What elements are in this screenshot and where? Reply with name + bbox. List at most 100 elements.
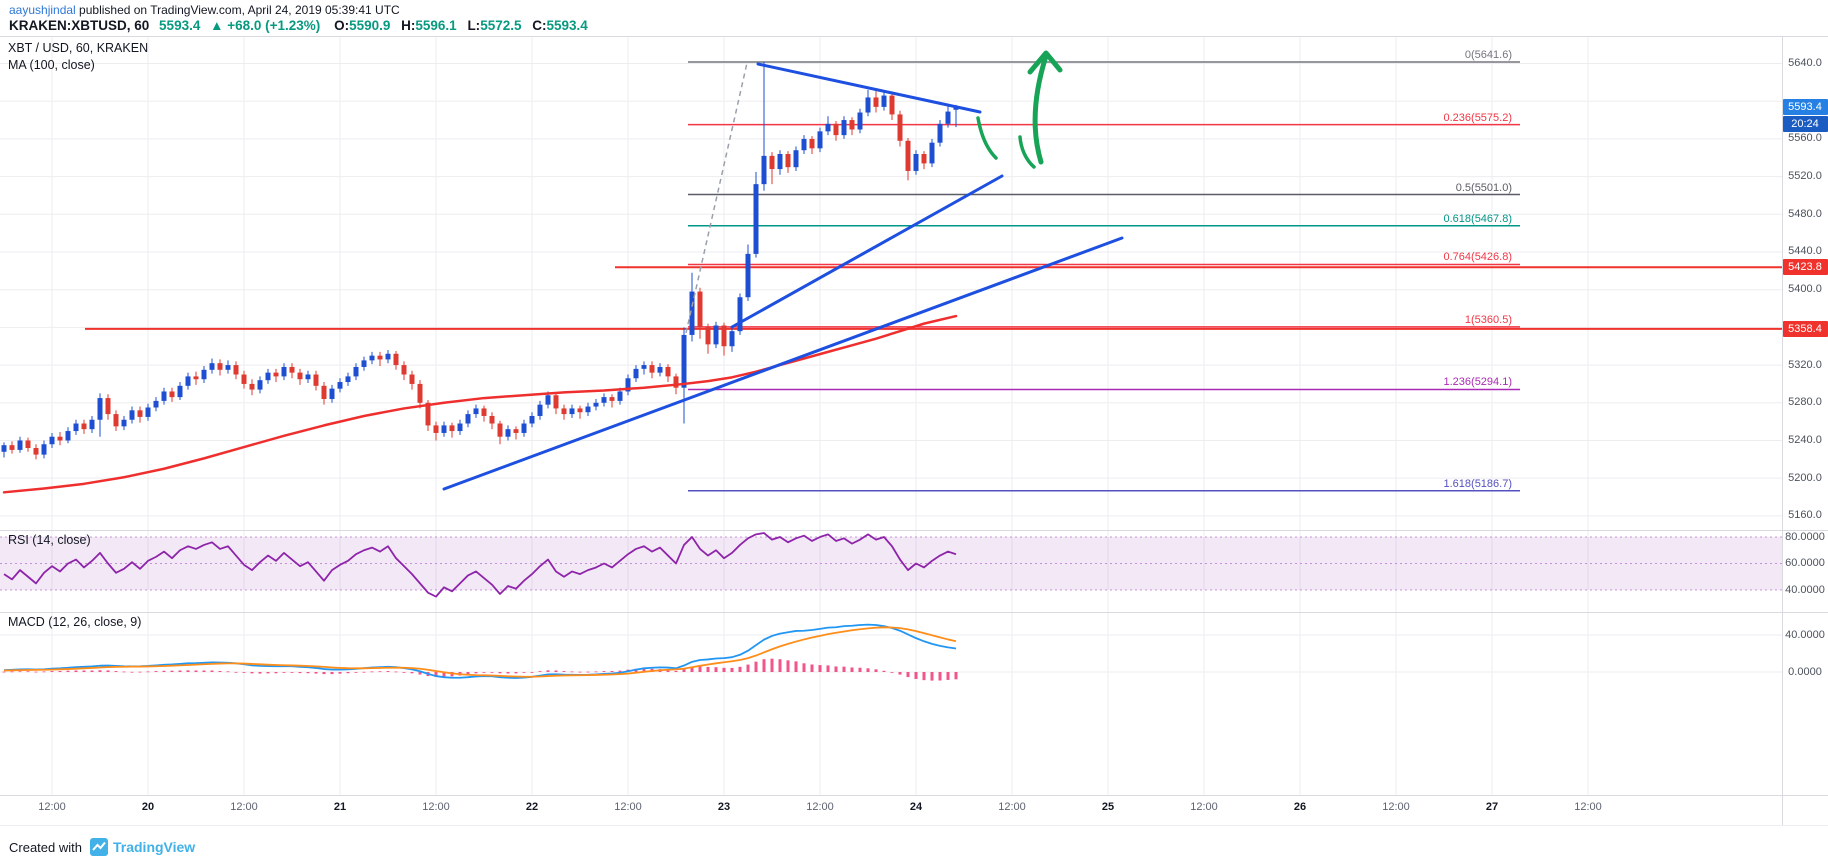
macd-hist-bar: [738, 666, 742, 672]
macd-hist-bar: [922, 672, 926, 681]
macd-hist-bar: [674, 670, 678, 672]
macd-hist-bar: [826, 665, 830, 672]
time-axis-label: 12:00: [38, 801, 66, 813]
macd-hist-bar: [170, 670, 174, 672]
close-value: 5593.4: [546, 18, 588, 33]
macd-hist-bar: [538, 671, 542, 672]
tradingview-brand-link[interactable]: TradingView: [89, 838, 195, 856]
time-axis-label: 12:00: [1574, 801, 1602, 813]
macd-hist-bar: [794, 661, 798, 672]
open-value: 5590.9: [349, 18, 391, 33]
macd-hist-bar: [202, 670, 206, 672]
macd-hist-bar: [802, 663, 806, 672]
macd-hist-bar: [618, 670, 622, 672]
rsi-pane-label: RSI (14, close): [8, 533, 91, 547]
macd-hist-bar: [314, 672, 318, 674]
open-label: O:: [334, 18, 350, 33]
macd-hist-bar: [474, 672, 478, 674]
macd-hist-bar: [138, 671, 142, 673]
alert-lines[interactable]: [85, 266, 1782, 330]
macd-hist-bar: [186, 670, 190, 672]
time-axis-label: 12:00: [422, 801, 450, 813]
macd-hist-bar: [10, 671, 14, 673]
trendlines[interactable]: [442, 62, 1124, 491]
macd-hist-bar: [90, 670, 94, 672]
time-axis-label: 12:00: [1382, 801, 1410, 813]
macd-hist-bar: [442, 672, 446, 677]
macd-hist-bar: [122, 671, 126, 673]
macd-hist-bar: [410, 672, 414, 674]
macd-hist-bar: [882, 670, 886, 672]
macd-hist-bar: [954, 672, 958, 680]
price-axis-label: 5400.0: [1788, 283, 1822, 296]
macd-hist-bar: [2, 671, 6, 673]
macd-hist-bar: [34, 671, 38, 673]
macd-hist-bar: [394, 671, 398, 673]
time-axis-label: 12:00: [806, 801, 834, 813]
fib-level-label: 0.236(5575.2): [1443, 111, 1513, 124]
macd-hist-bar: [66, 670, 70, 672]
macd-hist-bar: [322, 672, 326, 675]
rsi-line: [3, 532, 957, 598]
author-link[interactable]: aayushjindal: [9, 3, 76, 17]
fib-level-label: 0.618(5467.8): [1443, 212, 1513, 225]
close-label: C:: [532, 18, 547, 33]
macd-hist-bar: [930, 672, 934, 681]
last-price: 5593.4: [159, 18, 201, 33]
time-axis-label: 25: [1101, 801, 1115, 813]
header: aayushjindal published on TradingView.co…: [0, 0, 1828, 36]
fib-lines[interactable]: [688, 61, 1520, 492]
macd-hist-bar: [506, 672, 510, 674]
fib-level-label: 1(5360.5): [1464, 313, 1512, 326]
macd-hist-bar: [402, 672, 406, 673]
time-axis-label: 20: [141, 801, 155, 813]
time-axis[interactable]: [0, 795, 1782, 825]
macd-hist-bar: [554, 670, 558, 672]
low-label: L:: [467, 18, 481, 33]
macd-hist-bar: [522, 672, 526, 673]
fib-level-label: 0.764(5426.8): [1443, 251, 1513, 264]
macd-hist-bar: [194, 670, 198, 672]
macd-hist-bar: [50, 671, 54, 672]
macd-layer: [2, 623, 958, 681]
rsi-axis-label: 60.0000: [1785, 557, 1825, 569]
macd-hist-bar: [866, 668, 870, 672]
bar-countdown-badge: 20:24: [1782, 116, 1828, 133]
time-axis-label: 22: [525, 801, 539, 813]
drawing-dashed-line[interactable]: [685, 62, 748, 334]
created-with-text: Created with: [9, 839, 82, 855]
macd-hist-bar: [130, 671, 134, 673]
price-axis-label: 5480.0: [1788, 207, 1822, 220]
macd-hist-bar: [114, 671, 118, 672]
green-arrow[interactable]: [976, 50, 1063, 169]
price-axis[interactable]: [1782, 36, 1828, 795]
low-value: 5572.5: [480, 18, 522, 33]
macd-axis-label: 40.0000: [1785, 628, 1825, 641]
macd-hist-bar: [18, 671, 22, 673]
fib-level-label: 0(5641.6): [1464, 49, 1512, 61]
macd-hist-bar: [874, 669, 878, 672]
macd-hist-bar: [938, 672, 942, 681]
macd-hist-bar: [266, 672, 270, 674]
macd-hist-bar: [722, 667, 726, 672]
price-axis-label: 5520.0: [1788, 170, 1822, 183]
macd-hist-bar: [770, 658, 774, 672]
macd-hist-bar: [242, 672, 246, 673]
macd-hist-bar: [154, 671, 158, 672]
chart-legend-symbol: XBT / USD, 60, KRAKEN: [8, 41, 149, 55]
macd-hist-bar: [578, 671, 582, 673]
symbol-line: KRAKEN:XBTUSD, 60 5593.4 ▲ +68.0 (+1.23%…: [9, 18, 595, 33]
macd-hist-bar: [106, 670, 110, 672]
macd-hist-bar: [610, 670, 614, 672]
footer: Created with TradingView: [0, 825, 1828, 868]
macd-hist-bar: [330, 672, 334, 675]
tradingview-logo-icon: [89, 838, 108, 856]
rsi-axis-label: 80.0000: [1785, 530, 1825, 543]
macd-hist-bar: [250, 672, 254, 674]
macd-hist-bar: [370, 671, 374, 673]
ma-line: [2, 314, 958, 494]
alert-price-badge: 5423.8: [1782, 259, 1828, 276]
macd-hist-bar: [490, 672, 494, 673]
